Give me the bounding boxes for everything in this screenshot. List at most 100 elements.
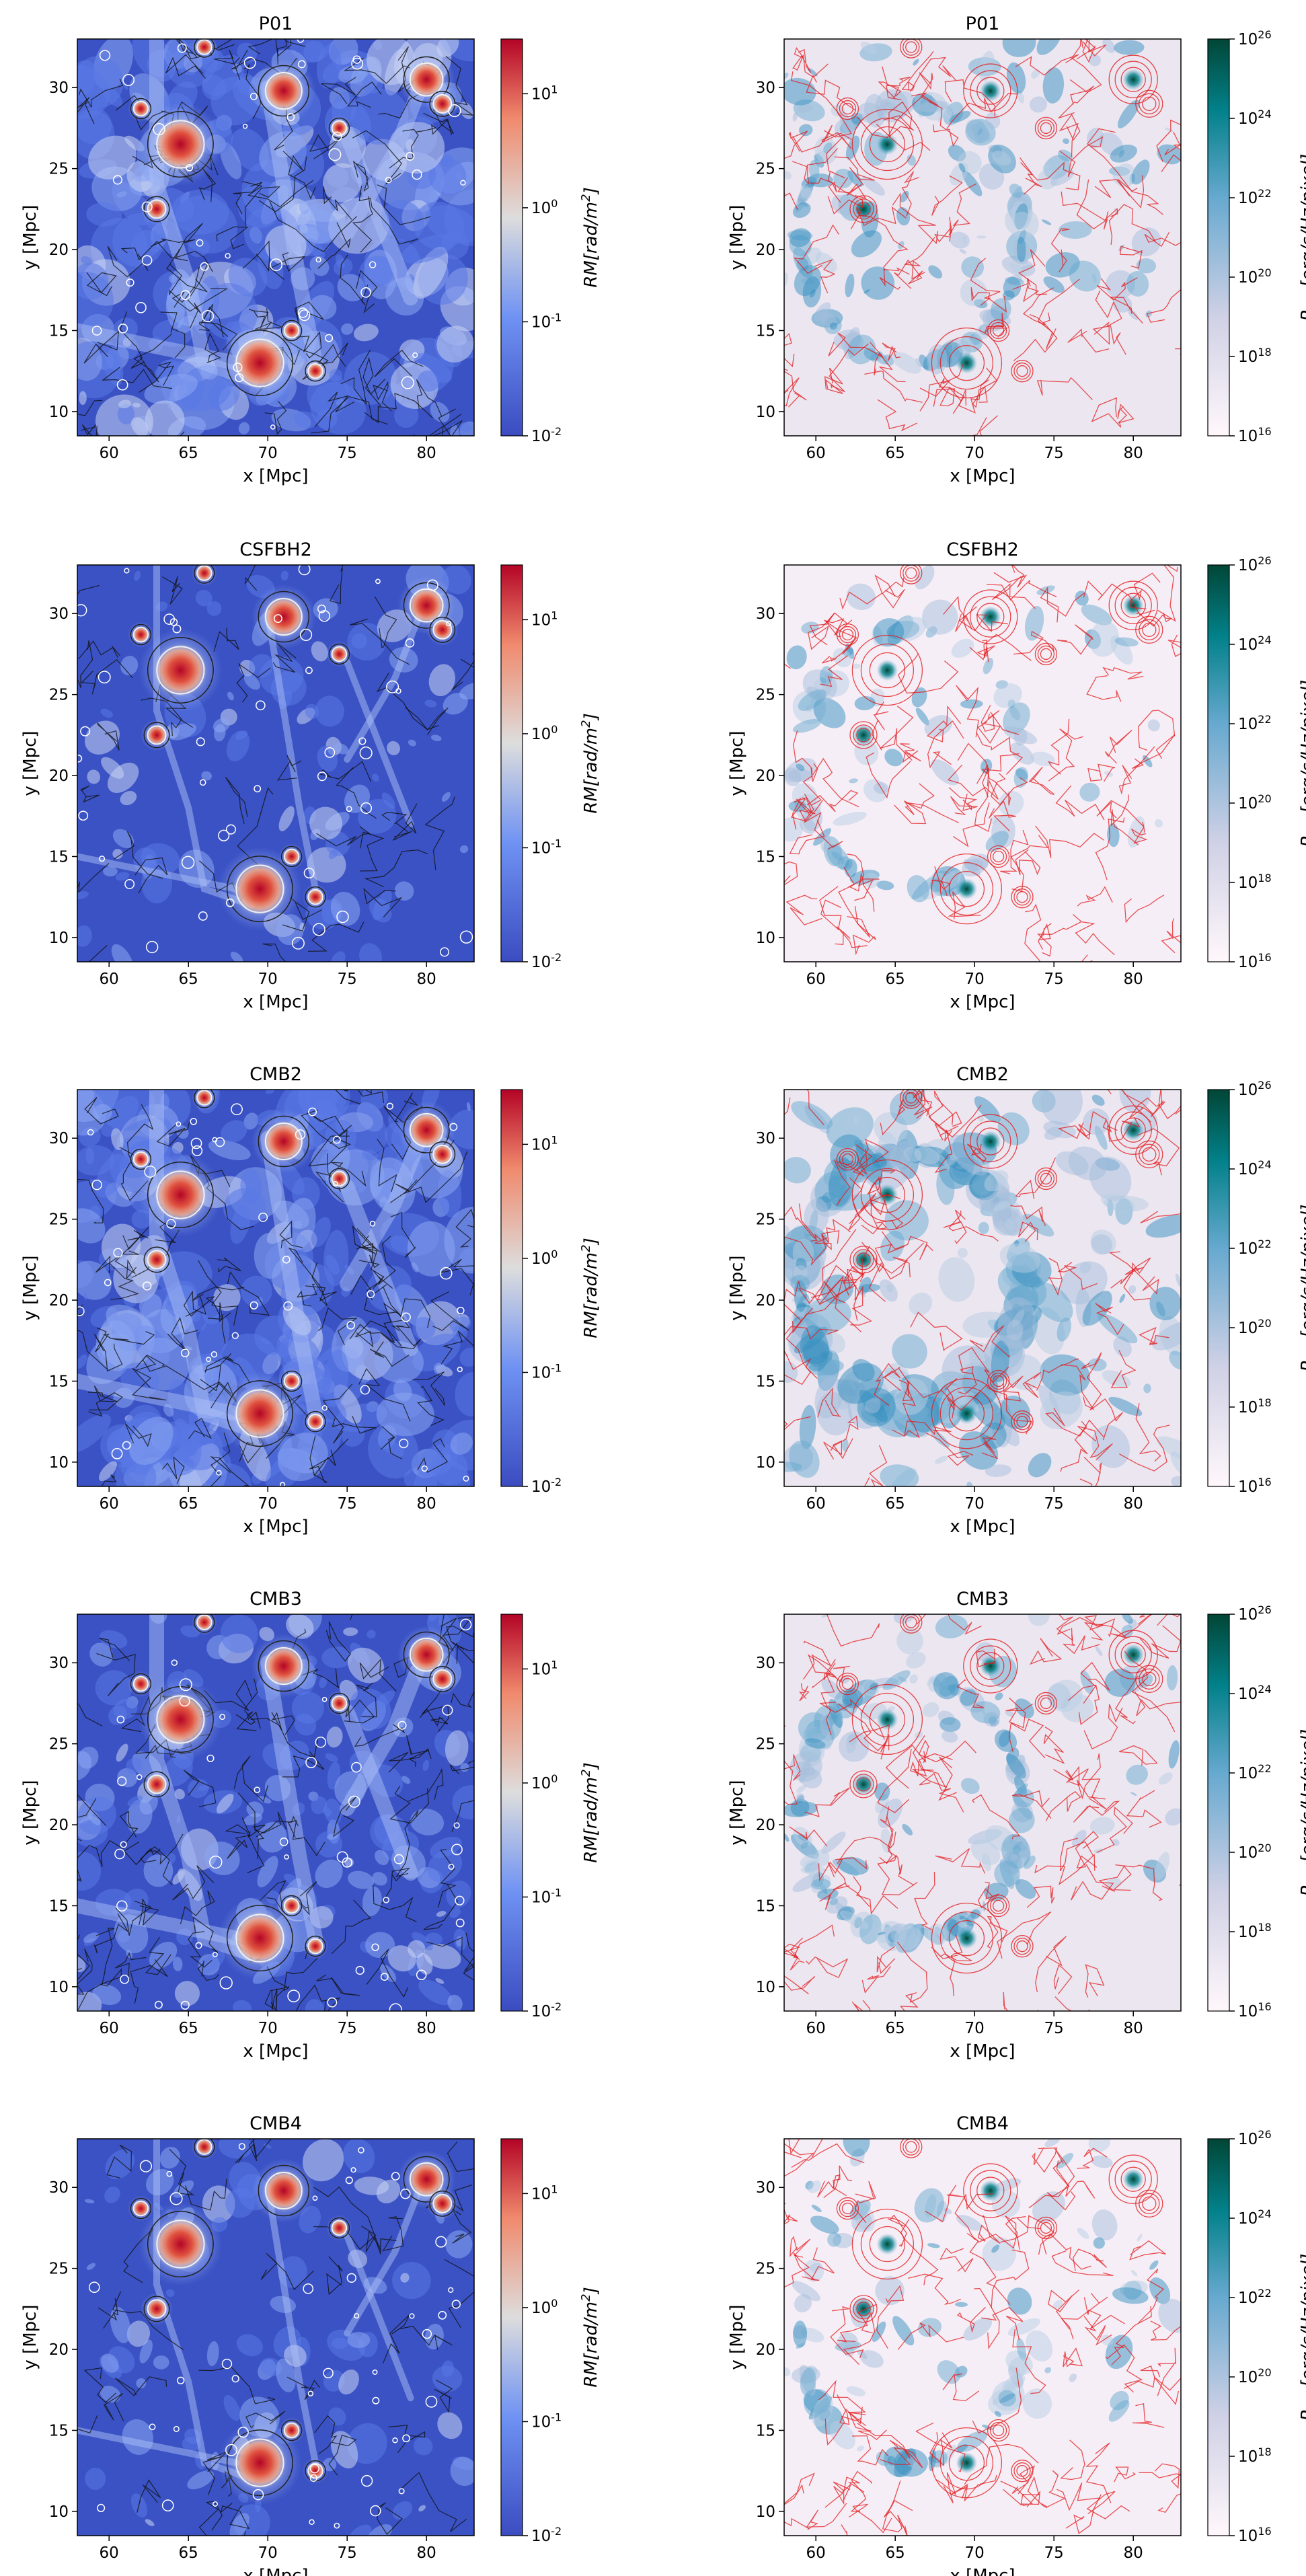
y-tick-label: 25 [756,2261,775,2278]
colorbar-tick-label: 1018 [1238,346,1272,367]
p120-hotspot [1122,595,1145,617]
x-tick-label: 70 [965,1495,985,1513]
colorbar-tick-label: 10-1 [531,1886,562,1907]
rm-hotspot [147,724,167,745]
map-field [77,2139,474,2536]
rm-hotspot [132,1151,149,1168]
x-tick-label: 65 [886,2544,905,2562]
map-field [784,1090,1181,1486]
rm-hotspot [283,322,300,339]
x-tick-label: 60 [100,2544,119,2562]
colorbar-tick-label: 10-2 [531,2525,562,2546]
colorbar-tick-label: 1024 [1238,108,1272,128]
x-tick-label: 80 [417,2544,436,2562]
x-tick-label: 60 [806,2544,826,2562]
colorbar-tick-label: 1016 [1238,2000,1272,2021]
y-tick-label: 15 [756,322,775,340]
colorbar-tick-label: 1022 [1238,1762,1272,1783]
map-field [77,1614,474,2011]
colorbar [1207,38,1230,437]
y-tick-label: 15 [756,1373,775,1390]
panel-p120-csfbh2: CSFBH2 60 65 70 75 80 10 15 20 25 30 x [Mpc] y [Mpc]… [727,539,1306,1012]
colorbar-tick-label: 10-1 [531,311,562,332]
colorbar-label: RM[rad/m2] [579,1762,602,1862]
colorbar-tick-label: 10-1 [531,1361,562,1382]
x-axis-label: x [Mpc] [243,1517,308,1537]
y-tick-label: 30 [756,1655,775,1672]
plot-frame [77,1089,475,1487]
p120-hotspot [979,80,1001,102]
rm-hotspot [432,619,453,640]
x-axis-label: x [Mpc] [950,466,1015,486]
p120-hotspot [1122,69,1145,91]
rm-hotspot [432,1144,453,1165]
rm-hotspot [432,1669,453,1690]
y-axis-label: y [Mpc] [727,1780,747,1845]
colorbar-label: P120[erg/s/Hz/pixel] [1298,680,1306,847]
colorbar-tick-label: 1020 [1238,1842,1272,1862]
y-axis-label: y [Mpc] [20,2304,40,2370]
rm-hotspot [147,1249,167,1270]
colorbar-tick-label: 1016 [1238,2525,1272,2546]
y-tick-label: 20 [756,767,775,785]
x-tick-label: 80 [1124,1495,1143,1513]
panel-title: P01 [966,13,1000,34]
x-tick-label: 75 [1044,971,1064,988]
rm-hotspot [132,100,149,117]
y-tick-label: 25 [49,2261,69,2278]
colorbar-tick-label: 10-2 [531,425,562,446]
panel-title: CSFBH2 [946,539,1019,560]
x-tick-label: 80 [417,445,436,462]
colorbar-tick-label: 100 [531,722,558,743]
x-tick-label: 60 [806,2020,826,2037]
rm-hotspot [154,644,207,697]
colorbar-tick-label: 10-2 [531,2000,562,2021]
rm-hotspot [283,2422,300,2439]
x-axis-label: x [Mpc] [950,992,1015,1012]
p120-hotspot [956,352,978,374]
plot-frame [77,564,475,962]
colorbar [1207,1089,1230,1487]
rm-hotspot [408,2161,445,2198]
p120-hotspot [979,2180,1001,2202]
rm-hotspot [233,1387,286,1440]
x-tick-label: 60 [806,445,826,462]
panel-title: CMB4 [956,2113,1009,2134]
y-tick-label: 10 [49,2503,69,2521]
colorbar-tick-label: 1016 [1238,425,1272,446]
colorbar-tick-label: 1016 [1238,951,1272,972]
x-tick-label: 75 [1044,2020,1064,2037]
y-axis-label: y [Mpc] [20,204,40,270]
panel-p120-cmb4: CMB4 60 65 70 75 80 10 15 20 25 30 x [Mpc] y [Mpc] 10… [727,2113,1306,2576]
rm-hotspot [283,1897,300,1914]
colorbar [500,2138,523,2536]
colorbar-tick-label: 1022 [1238,713,1272,734]
rm-hotspot [263,1121,304,1162]
x-axis-label: x [Mpc] [950,1517,1015,1537]
y-tick-label: 15 [756,1897,775,1915]
colorbar-tick-label: 1018 [1238,1396,1272,1417]
rm-hotspot [331,646,348,662]
x-tick-label: 80 [1124,2544,1143,2562]
p120-hotspot [853,1773,874,1795]
colorbar [1207,1614,1230,2012]
colorbar-tick-label: 1024 [1238,1158,1272,1179]
x-tick-label: 70 [258,1495,278,1513]
y-tick-label: 10 [756,404,775,421]
y-tick-label: 25 [756,161,775,178]
map-field [784,2139,1181,2536]
colorbar-tick-label: 1026 [1238,1603,1272,1624]
y-tick-label: 20 [756,2341,775,2359]
rm-hotspot [132,2200,149,2217]
p120-hotspot [853,2298,874,2320]
rm-hotspot [233,862,286,915]
map-field [77,1090,474,1486]
colorbar-tick-label: 100 [531,1772,558,1792]
colorbar-label: P120[erg/s/Hz/pixel] [1298,1205,1306,1372]
colorbar-tick-label: 1024 [1238,1683,1272,1704]
y-tick-label: 20 [756,1817,775,1834]
y-tick-label: 10 [49,1454,69,1472]
plot-frame [77,38,475,437]
y-tick-label: 20 [49,1292,69,1310]
